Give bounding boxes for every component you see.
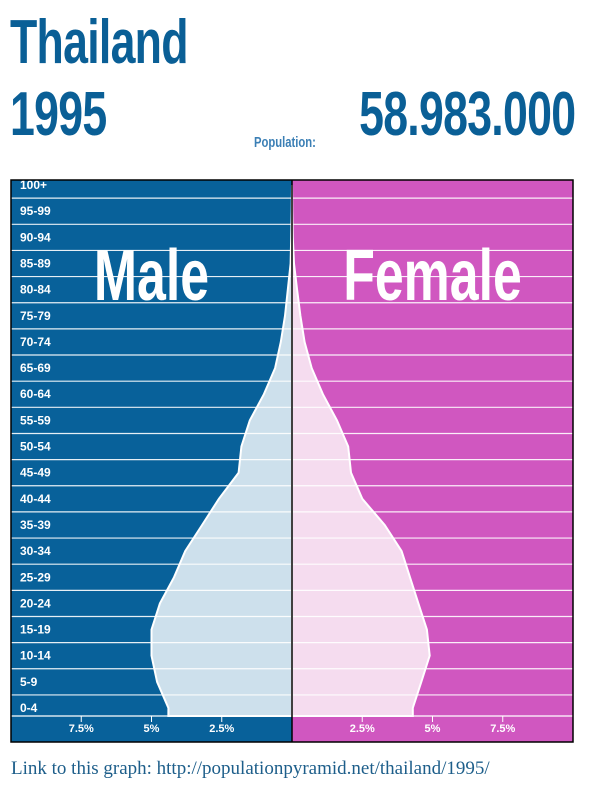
age-label: 70-74 bbox=[20, 335, 51, 349]
age-label: 40-44 bbox=[20, 492, 51, 506]
age-label: 100+ bbox=[20, 178, 47, 192]
age-label: 20-24 bbox=[20, 596, 51, 610]
age-label: 35-39 bbox=[20, 518, 51, 532]
x-tick-label: 2.5% bbox=[350, 723, 375, 735]
age-label: 90-94 bbox=[20, 230, 51, 244]
population-label: Population: bbox=[254, 134, 316, 151]
population-value: 58.983.000 bbox=[358, 80, 576, 149]
age-label: 55-59 bbox=[20, 413, 51, 427]
male-label: Male bbox=[94, 236, 209, 316]
year-title: 1995 bbox=[10, 80, 107, 149]
female-label: Female bbox=[343, 236, 522, 316]
population-pyramid-chart: 0-4 5-9 10-14 15-19 20-24 25-29 30-34 35-39 40-4… bbox=[10, 178, 574, 743]
x-tick-label: 7.5% bbox=[490, 723, 515, 735]
age-label: 60-64 bbox=[20, 387, 51, 401]
age-label: 10-14 bbox=[20, 649, 51, 663]
x-tick-label: 7.5% bbox=[69, 723, 94, 735]
age-label: 15-19 bbox=[20, 623, 51, 637]
age-label: 0-4 bbox=[20, 701, 38, 715]
age-label: 95-99 bbox=[20, 204, 51, 218]
country-title: Thailand bbox=[10, 8, 188, 77]
graph-link[interactable]: Link to this graph: http://populationpyr… bbox=[11, 758, 490, 779]
age-label: 75-79 bbox=[20, 309, 51, 323]
age-label: 65-69 bbox=[20, 361, 51, 375]
age-label: 25-29 bbox=[20, 570, 51, 584]
age-label: 30-34 bbox=[20, 544, 51, 558]
age-label: 5-9 bbox=[20, 675, 38, 689]
age-label: 80-84 bbox=[20, 283, 51, 297]
x-tick-label: 2.5% bbox=[209, 723, 234, 735]
age-label: 45-49 bbox=[20, 466, 51, 480]
age-label: 85-89 bbox=[20, 257, 51, 271]
female-profile bbox=[291, 185, 431, 717]
x-tick-label: 5% bbox=[144, 723, 160, 735]
chart-border bbox=[10, 179, 574, 743]
age-label: 50-54 bbox=[20, 440, 51, 454]
x-tick-label: 5% bbox=[425, 723, 441, 735]
